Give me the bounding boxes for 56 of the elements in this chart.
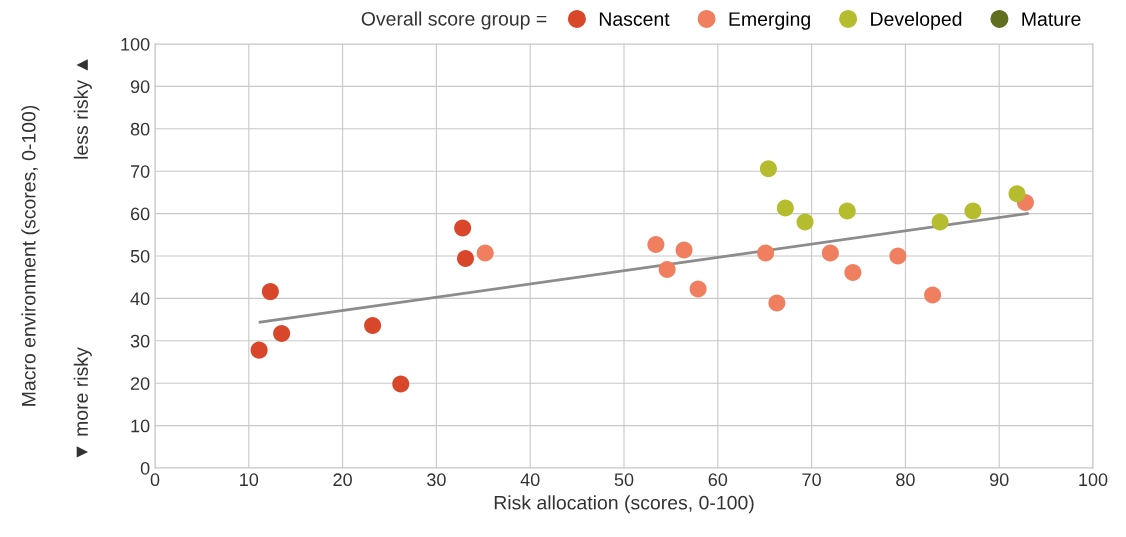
text: ▼ more risky: [73, 347, 92, 458]
x-tick-label: 80: [896, 473, 915, 487]
y-tick-label: 100: [121, 37, 150, 51]
point: [796, 213, 814, 231]
point: [364, 317, 382, 335]
x-tick-label: 30: [427, 473, 446, 487]
y-tick-label: 60: [130, 207, 150, 221]
text: less risky ▲: [73, 59, 92, 159]
point: [889, 247, 907, 265]
x-tick-label: 0: [150, 473, 160, 487]
x-tick-label: 50: [614, 473, 634, 487]
y-axis-title: Macro environment (scores, 0-100): [21, 105, 40, 406]
point: [821, 244, 839, 262]
y-tick-label: 40: [130, 292, 150, 306]
point: [964, 202, 982, 220]
point: [757, 244, 775, 262]
point: [261, 283, 279, 301]
point: [250, 341, 268, 359]
y-tick-label: 70: [130, 165, 150, 178]
point: [476, 244, 494, 262]
point: [776, 199, 794, 217]
point: [759, 160, 777, 178]
y-tick-label: 20: [130, 377, 150, 390]
point: [392, 375, 410, 393]
point: [768, 294, 786, 312]
x-tick-label: 90: [990, 473, 1009, 487]
legend-label: Nascent: [599, 12, 670, 26]
legend-label: Developed: [871, 11, 962, 30]
y-tick-label: 0: [140, 461, 150, 475]
x-tick-label: 100: [1079, 473, 1108, 487]
y-tick-label: 50: [130, 249, 150, 263]
point: [1008, 185, 1026, 203]
point: [838, 202, 856, 220]
x-tick-label: 60: [708, 473, 728, 487]
legend-title: Overall score group =: [361, 11, 547, 30]
x-tick-label: 40: [520, 473, 540, 487]
y-tick-label: 10: [131, 419, 150, 433]
y-tick-label: 30: [130, 334, 150, 348]
point: [456, 250, 474, 268]
x-tick-label: 10: [240, 473, 259, 487]
point: [931, 213, 949, 231]
point: [689, 280, 707, 298]
point: [924, 286, 942, 304]
point: [647, 236, 665, 254]
y-tick-label: 80: [130, 122, 150, 136]
legend-label: Emerging: [729, 11, 810, 30]
y-tick-label: 90: [130, 80, 150, 94]
x-tick-label: 70: [802, 473, 821, 487]
point: [658, 261, 676, 279]
point: [844, 264, 862, 282]
legend-label: Mature: [1022, 12, 1081, 26]
point: [454, 219, 472, 237]
point: [273, 325, 291, 343]
x-axis-title: Risk allocation (scores, 0-100): [494, 495, 754, 514]
point: [675, 241, 693, 259]
x-tick-label: 20: [333, 473, 352, 487]
